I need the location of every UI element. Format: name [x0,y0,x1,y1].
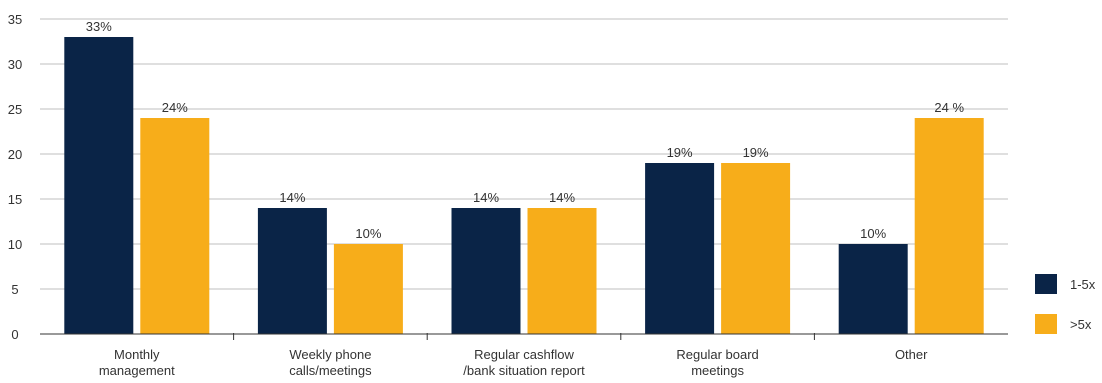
x-tick-label: Weekly phone calls/meetings [289,347,372,378]
y-tick-label: 35 [8,12,22,27]
bar [914,118,984,334]
x-tick-label: Regular cashflow/bank situation report [463,347,585,378]
y-tick-label: 0 [11,327,18,342]
data-label: 10% [355,226,381,241]
y-tick-label: 5 [11,282,18,297]
y-tick-label: 20 [8,147,22,162]
data-label: 24% [162,100,188,115]
bar [257,208,327,334]
bar [527,208,597,334]
data-label: 19% [743,145,769,160]
y-tick-label: 10 [8,237,22,252]
bars [64,37,984,334]
y-axis-ticks: 0 5 10 15 20 25 30 35 [8,12,22,342]
legend: 1-5x >5x [1035,274,1096,334]
data-label: 10% [860,226,886,241]
bar [140,118,210,334]
bar [451,208,521,334]
y-tick-label: 30 [8,57,22,72]
bar [721,163,791,334]
legend-swatch [1035,314,1057,334]
bar [64,37,134,334]
x-tick-label: Other [895,347,928,362]
data-label: 24 % [934,100,964,115]
x-axis: Monthly management Weekly phone calls/meeti… [40,333,1008,378]
data-label: 14% [473,190,499,205]
bar [645,163,715,334]
bar [333,244,403,334]
bar [838,244,908,334]
data-labels: 33% 24% 14% 10% 14% 14% 19% 19% 10% 24 % [86,19,965,241]
data-label: 19% [667,145,693,160]
x-tick-label: Monthly management [99,347,175,378]
x-tick-label: Regular board meetings [676,347,758,378]
data-label: 33% [86,19,112,34]
legend-label: 1-5x [1070,277,1096,292]
data-label: 14% [279,190,305,205]
y-tick-label: 15 [8,192,22,207]
data-label: 14% [549,190,575,205]
legend-label: >5x [1070,317,1092,332]
legend-swatch [1035,274,1057,294]
y-tick-label: 25 [8,102,22,117]
